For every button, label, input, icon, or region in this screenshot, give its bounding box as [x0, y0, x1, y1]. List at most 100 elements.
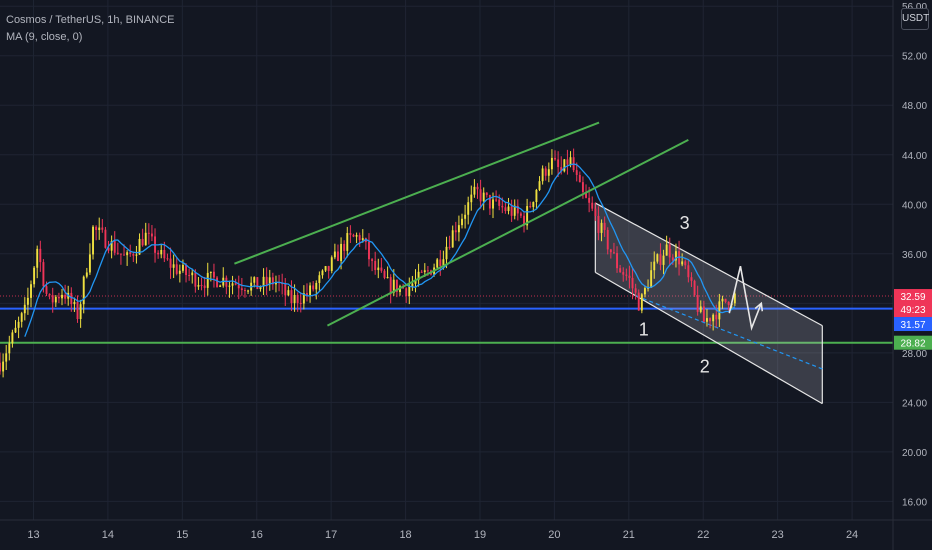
legend-symbol-title[interactable]: Cosmos / TetherUS, 1h, BINANCE	[6, 14, 175, 26]
candle-body	[123, 254, 125, 256]
candle-body	[132, 253, 135, 256]
candle-body	[358, 235, 361, 241]
candle-body	[237, 284, 240, 289]
candle-body	[76, 301, 79, 319]
trendline-1	[234, 121, 600, 265]
candle-body	[575, 170, 578, 175]
candle-body	[340, 243, 343, 261]
candle-body	[42, 262, 45, 287]
channel-upper-line	[595, 202, 823, 327]
candle-body	[662, 255, 665, 265]
candle-body	[216, 277, 219, 287]
candle-body	[33, 267, 36, 285]
candle-body	[603, 222, 606, 230]
candle-body	[185, 264, 188, 276]
candle-body	[256, 277, 259, 290]
candle-body	[17, 321, 20, 328]
time-tick-label-11: 24	[846, 529, 858, 541]
candle-body	[79, 304, 82, 319]
candle-body	[70, 292, 73, 305]
candle-body	[650, 270, 653, 288]
candle-body	[485, 192, 488, 195]
price-tick-label-6: 40.00	[902, 200, 927, 211]
candle-body	[507, 206, 510, 212]
candle-body	[656, 254, 659, 262]
candle-body	[501, 205, 504, 208]
chart-legend: Cosmos / TetherUS, 1h, BINANCE MA (9, cl…	[6, 12, 175, 46]
candle-body	[54, 296, 57, 303]
candle-body	[126, 252, 129, 256]
candle-body	[653, 261, 656, 271]
candle-body	[262, 276, 265, 287]
candle-body	[727, 301, 730, 305]
candle-body	[681, 261, 684, 265]
candle-body	[368, 241, 370, 260]
candle-body	[668, 244, 671, 258]
candle-body	[169, 258, 172, 268]
candle-body	[271, 277, 274, 285]
candle-body	[92, 226, 94, 255]
candle-body	[600, 222, 603, 233]
candle-body	[138, 238, 141, 255]
candle-body	[395, 279, 398, 292]
time-tick-label-0: 13	[27, 529, 39, 541]
candle-body	[380, 267, 383, 271]
candle-body	[445, 246, 448, 260]
candle-body	[228, 285, 231, 287]
candle-body	[333, 251, 336, 258]
candle-body	[234, 283, 237, 285]
candle-body	[557, 159, 560, 168]
candle-body	[26, 297, 29, 305]
price-tick-label-3: 28.00	[902, 349, 927, 360]
candle-body	[293, 294, 296, 304]
candle-body	[374, 260, 377, 271]
candle-body	[569, 157, 572, 165]
candle-body	[724, 298, 727, 302]
candle-body	[141, 238, 144, 246]
candle-body	[188, 275, 191, 277]
candle-body	[110, 240, 113, 251]
wave-label-1: 1	[639, 320, 649, 340]
time-tick-label-10: 23	[772, 529, 784, 541]
candle-body	[346, 233, 349, 251]
candle-body	[616, 253, 618, 269]
candle-body	[519, 213, 522, 216]
candle-body	[309, 285, 312, 296]
candle-body	[259, 286, 262, 290]
time-tick-label-6: 19	[474, 529, 486, 541]
candle-body	[290, 290, 293, 304]
candle-body	[560, 167, 563, 172]
candle-body	[129, 252, 132, 254]
candle-body	[135, 254, 138, 256]
candle-body	[510, 206, 513, 216]
candle-body	[513, 205, 516, 216]
candle-body	[696, 295, 699, 312]
time-tick-label-5: 18	[399, 529, 411, 541]
candle-body	[532, 202, 535, 207]
candle-body	[411, 283, 414, 287]
currency-badge[interactable]: USDT	[901, 8, 929, 30]
channel-mid-line	[636, 295, 823, 370]
candle-body	[634, 288, 637, 293]
candle-body	[191, 272, 194, 276]
candle-body	[20, 313, 23, 322]
projection-arrowhead	[754, 301, 764, 312]
candle-body	[442, 259, 445, 267]
candle-body	[392, 279, 395, 293]
candle-body	[324, 266, 327, 271]
candle-body	[606, 229, 609, 250]
candle-body	[163, 249, 166, 259]
candle-body	[200, 285, 203, 287]
candle-body	[327, 266, 330, 271]
candle-body	[299, 302, 302, 304]
candle-body	[243, 290, 246, 292]
candle-body	[721, 298, 724, 302]
legend-indicator[interactable]: MA (9, close, 0)	[6, 31, 83, 43]
candle-body	[541, 168, 544, 182]
candle-body	[302, 293, 305, 304]
candle-body	[321, 270, 324, 276]
candle-body	[172, 264, 175, 268]
candle-body	[48, 293, 51, 296]
price-tick-label-10: 56.00	[902, 2, 927, 13]
